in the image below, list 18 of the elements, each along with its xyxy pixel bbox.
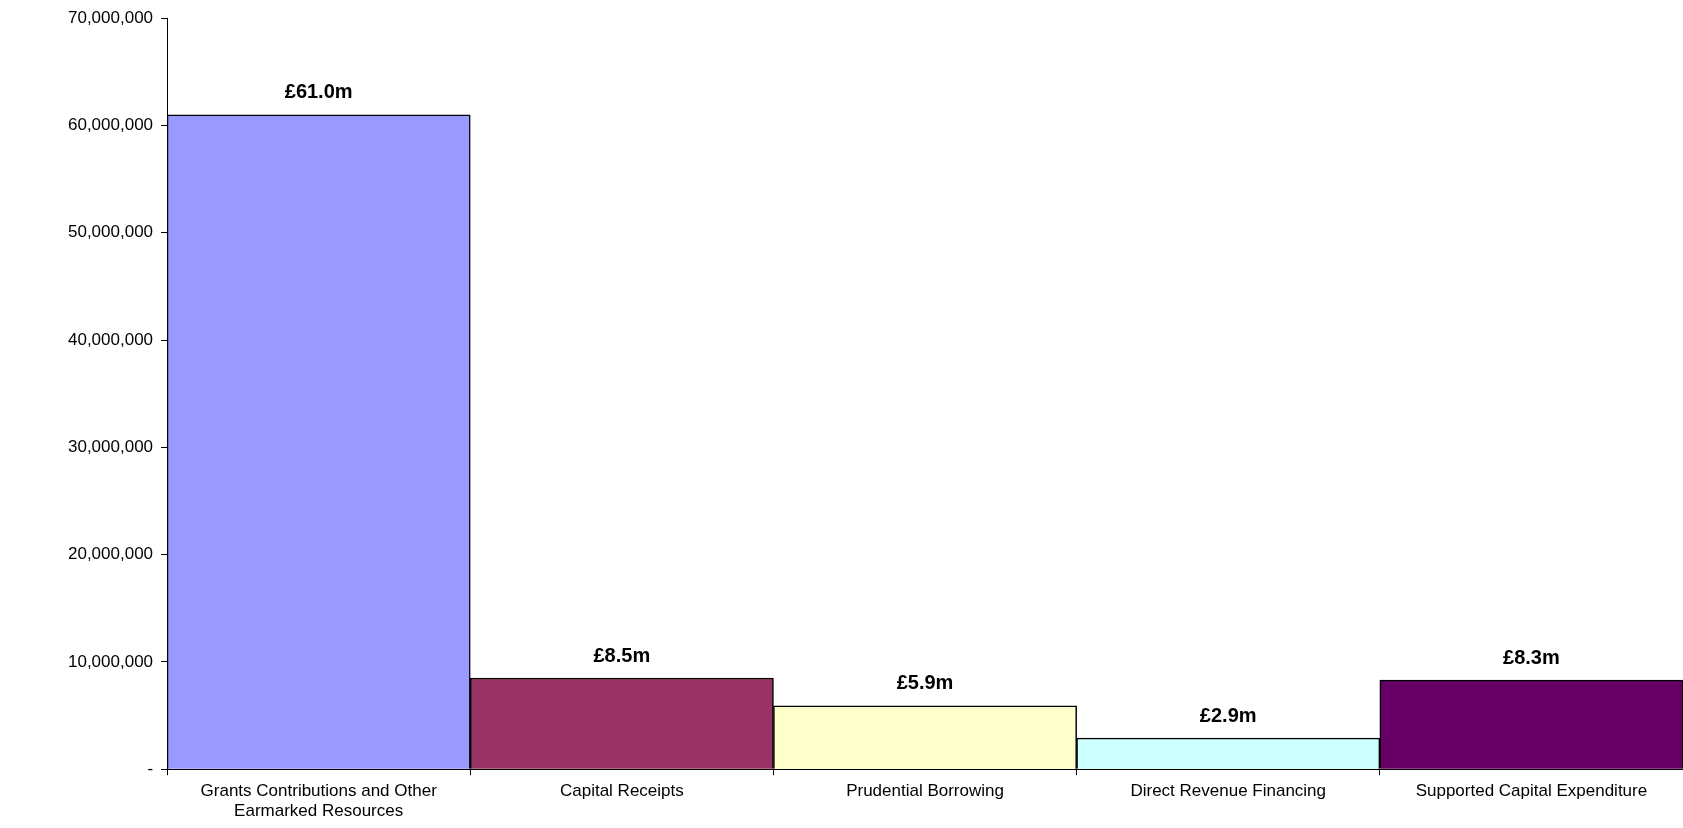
y-tick-label: 20,000,000 — [67, 544, 154, 564]
y-tick-label: 70,000,000 — [67, 7, 154, 27]
data-label: £61.0m — [284, 80, 353, 103]
x-tick-label: Capital Receipts — [559, 781, 684, 801]
x-tick-label: Grants Contributions and Other Earmarked Resources — [200, 781, 438, 821]
data-label: £8.5m — [593, 643, 651, 666]
x-tick-label: Supported Capital Expenditure — [1415, 781, 1648, 801]
y-tick-label: 60,000,000 — [67, 115, 154, 135]
data-label: £5.9m — [896, 671, 954, 694]
data-label: £8.3m — [1503, 645, 1560, 668]
y-tick-label: 10,000,000 — [67, 651, 154, 671]
y-tick-label: 30,000,000 — [67, 437, 154, 457]
x-tick-label: Prudential Borrowing — [846, 781, 1004, 801]
y-tick-label: 40,000,000 — [67, 329, 154, 349]
x-tick-label: Direct Revenue Financing — [1130, 781, 1327, 801]
y-tick-label: 50,000,000 — [67, 222, 154, 242]
y-tick-label: - — [147, 758, 154, 778]
data-label: £2.9m — [1199, 703, 1257, 726]
